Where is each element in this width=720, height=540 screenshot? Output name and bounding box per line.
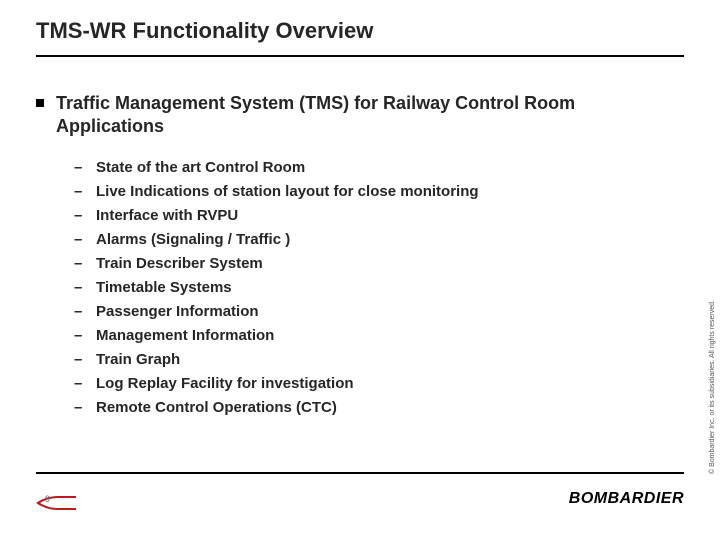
dash-icon: – bbox=[74, 252, 96, 276]
brand-logo: BOMBARDIER bbox=[569, 490, 684, 508]
section-heading: Traffic Management System (TMS) for Rail… bbox=[36, 92, 684, 137]
copyright-text: © Bombardier Inc. or its subsidiaries. A… bbox=[709, 300, 716, 474]
dash-icon: – bbox=[74, 156, 96, 180]
dash-icon: – bbox=[74, 276, 96, 300]
list-item: – State of the art Control Room bbox=[74, 156, 662, 180]
dash-icon: – bbox=[74, 228, 96, 252]
page-title: TMS-WR Functionality Overview bbox=[36, 18, 373, 44]
page-number: 9 bbox=[45, 494, 50, 504]
list-item-text: Interface with RVPU bbox=[96, 204, 238, 228]
bullet-square-icon bbox=[36, 99, 44, 107]
red-accent-icon bbox=[36, 496, 76, 510]
list-item: – Interface with RVPU bbox=[74, 204, 662, 228]
list-item: – Log Replay Facility for investigation bbox=[74, 372, 662, 396]
list-item-text: State of the art Control Room bbox=[96, 156, 305, 180]
list-item-text: Alarms (Signaling / Traffic ) bbox=[96, 228, 290, 252]
list-item: – Train Graph bbox=[74, 348, 662, 372]
list-item: – Alarms (Signaling / Traffic ) bbox=[74, 228, 662, 252]
feature-list: – State of the art Control Room – Live I… bbox=[74, 156, 662, 420]
dash-icon: – bbox=[74, 348, 96, 372]
list-item: – Remote Control Operations (CTC) bbox=[74, 396, 662, 420]
list-item-text: Train Describer System bbox=[96, 252, 263, 276]
list-item-text: Log Replay Facility for investigation bbox=[96, 372, 354, 396]
list-item-text: Train Graph bbox=[96, 348, 180, 372]
dash-icon: – bbox=[74, 300, 96, 324]
list-item-text: Passenger Information bbox=[96, 300, 259, 324]
divider-top bbox=[36, 55, 684, 57]
list-item: – Timetable Systems bbox=[74, 276, 662, 300]
list-item-text: Timetable Systems bbox=[96, 276, 232, 300]
dash-icon: – bbox=[74, 204, 96, 228]
slide: TMS-WR Functionality Overview Traffic Ma… bbox=[0, 0, 720, 540]
list-item-text: Management Information bbox=[96, 324, 274, 348]
dash-icon: – bbox=[74, 324, 96, 348]
divider-bottom bbox=[36, 472, 684, 474]
section-heading-text: Traffic Management System (TMS) for Rail… bbox=[56, 92, 684, 137]
list-item: – Management Information bbox=[74, 324, 662, 348]
dash-icon: – bbox=[74, 372, 96, 396]
list-item: – Live Indications of station layout for… bbox=[74, 180, 662, 204]
list-item: – Passenger Information bbox=[74, 300, 662, 324]
list-item-text: Remote Control Operations (CTC) bbox=[96, 396, 337, 420]
dash-icon: – bbox=[74, 396, 96, 420]
list-item: – Train Describer System bbox=[74, 252, 662, 276]
dash-icon: – bbox=[74, 180, 96, 204]
list-item-text: Live Indications of station layout for c… bbox=[96, 180, 479, 204]
